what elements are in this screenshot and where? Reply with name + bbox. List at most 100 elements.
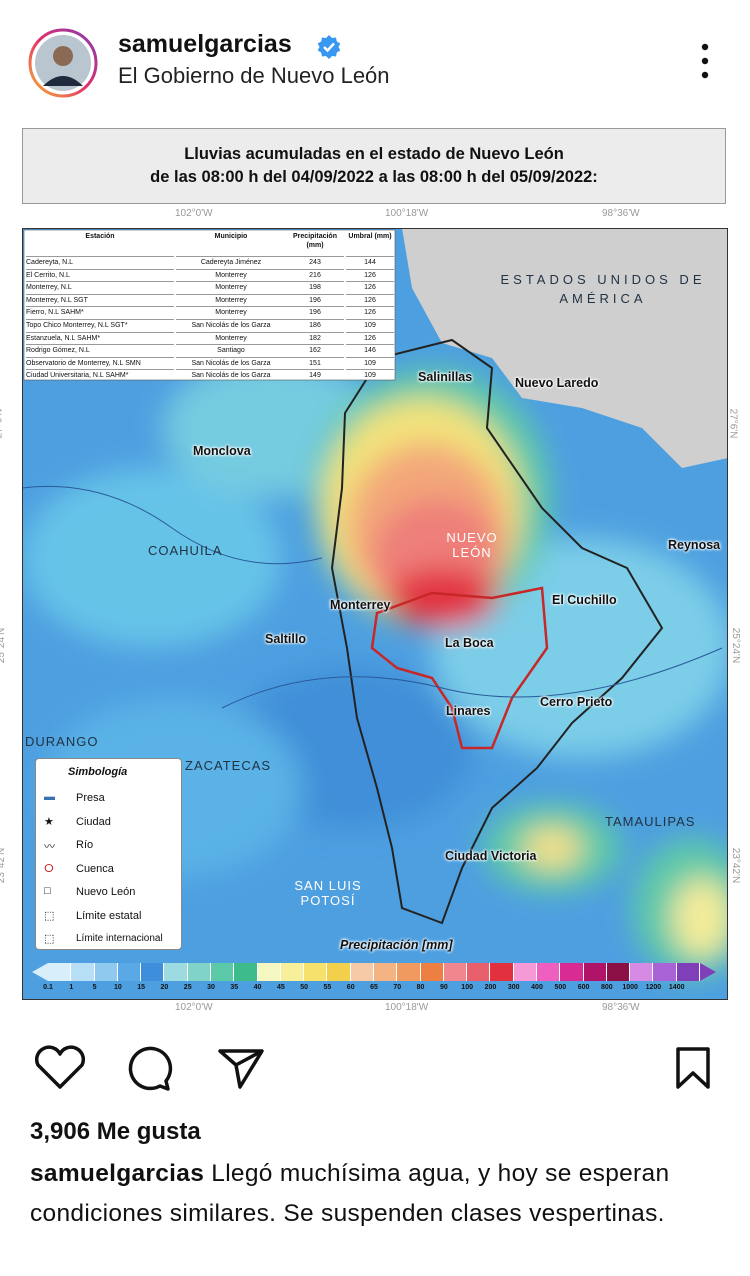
verified-badge	[317, 35, 341, 59]
scale-swatch	[420, 963, 444, 981]
table-cell: Monterrey	[176, 293, 286, 306]
table-cell: 186	[286, 319, 344, 331]
map-title-line: de las 08:00 h del 04/09/2022 a las 08:0…	[150, 168, 598, 186]
scale-swatch	[630, 963, 654, 981]
likes-count[interactable]: 3,906 Me gusta	[30, 1118, 201, 1145]
table-header: Municipio	[214, 233, 248, 240]
scale-label: 5	[92, 984, 97, 991]
region-label: ESTADOS UNIDOS DE AMÉRICA	[500, 272, 706, 306]
legend-box	[35, 758, 182, 950]
longitude-label: 102°0'W	[175, 1002, 213, 1013]
avatar[interactable]	[28, 28, 98, 98]
scale-swatch	[234, 963, 258, 981]
table-cell: 126	[346, 268, 394, 281]
place-label: La Boca	[445, 636, 494, 650]
scale-swatch	[71, 963, 95, 981]
subtitle[interactable]: El Gobierno de Nuevo León	[118, 63, 390, 88]
scale-swatch	[164, 963, 188, 981]
table-cell: Fierro, N.L SAHM*	[26, 306, 174, 318]
map-title: Lluvias acumuladas en el estado de Nuevo…	[22, 128, 726, 204]
share-button[interactable]	[214, 1045, 268, 1091]
table-cell: El Cerrito, N.L	[26, 268, 174, 281]
legend-item: Ciudad	[76, 815, 111, 828]
scale-swatch	[211, 963, 235, 981]
scale-arrow	[32, 963, 48, 981]
longitude-label: 98°36'W	[602, 208, 640, 219]
username[interactable]: samuelgarcias	[118, 30, 292, 58]
scale-swatch	[304, 963, 328, 981]
legend-item: Límite internacional	[76, 933, 163, 944]
table-cell: 109	[346, 319, 394, 331]
scale-label: 35	[230, 984, 239, 991]
table-cell: 109	[346, 369, 394, 381]
longitude-label: 100°18'W	[385, 1002, 429, 1013]
scale-label: 300	[507, 984, 520, 991]
table-cell: Santiago	[176, 344, 286, 356]
table-header: Precipitación (mm)	[293, 233, 337, 249]
scale-swatch	[327, 963, 351, 981]
table-cell: 146	[346, 344, 394, 356]
table-cell: 162	[286, 344, 344, 356]
scale-label: 500	[554, 984, 567, 991]
place-label: Salinillas	[418, 370, 473, 384]
caption-text: Llegó muchísima agua, y hoy se esperan c…	[30, 1160, 670, 1227]
scale-label: 20	[160, 984, 169, 991]
legend-symbol: ⬚	[44, 909, 55, 922]
scale-swatch	[560, 963, 584, 981]
legend-symbol: ⵔ	[44, 862, 54, 875]
save-button[interactable]	[672, 1045, 716, 1091]
place-label: Cerro Prieto	[540, 695, 613, 709]
place-label: Monterrey	[330, 598, 391, 612]
place-label: Monclova	[193, 444, 251, 458]
scale-label: 30	[207, 984, 215, 991]
scale-label: 10	[113, 984, 122, 991]
like-button[interactable]	[30, 1045, 90, 1091]
scale-swatch	[94, 963, 118, 981]
scale-label: 45	[276, 984, 285, 991]
table-header: Umbral (mm)	[348, 233, 392, 240]
table-cell: Observatorio de Monterrey, N.L SMN	[26, 356, 174, 369]
legend-symbol: ⬚	[44, 933, 55, 945]
scale-swatch	[397, 963, 421, 981]
scale-label: 70	[393, 984, 402, 991]
table-cell: 198	[286, 281, 344, 293]
table-cell: Ciudad Universitaria, N.L SAHM*	[26, 369, 174, 381]
table-cell: Monterrey, N.L	[26, 281, 174, 293]
scale-label: 50	[300, 984, 309, 991]
caption: samuelgarcias Llegó muchísima agua, y ho…	[30, 1154, 730, 1233]
legend-title: Simbología	[68, 766, 128, 778]
table-cell: San Nicolás de los Garza	[176, 356, 286, 369]
scale-swatch	[141, 963, 165, 981]
region-label: NUEVO LEÓN	[446, 530, 498, 560]
scale-swatch	[443, 963, 468, 981]
caption-user[interactable]: samuelgarcias	[30, 1160, 205, 1187]
table-cell: 216	[286, 268, 344, 281]
scale-label: 80	[416, 984, 425, 991]
scale-label: 100	[461, 984, 473, 991]
scale-swatch	[350, 963, 374, 981]
scale-swatch	[513, 963, 537, 981]
region-label: TAMAULIPAS	[605, 814, 696, 829]
table-cell: Cadereyta Jiménez	[176, 256, 286, 268]
table-cell: Cadereyta, N.L	[26, 256, 174, 268]
legend-item: Nuevo León	[76, 886, 136, 898]
scale-swatch	[374, 963, 398, 981]
scale-swatch	[257, 963, 281, 981]
longitude-label: 100°18'W	[385, 208, 429, 219]
scale-label: 1	[69, 984, 74, 991]
comment-button[interactable]	[122, 1045, 176, 1091]
scale-label: 15	[137, 984, 146, 991]
latitude-label: 23°42'N	[0, 847, 8, 884]
table-cell: 109	[346, 356, 394, 369]
scale-arrow	[700, 963, 716, 981]
scale-label: 0.1	[43, 984, 53, 991]
legend-item: Límite estatal	[76, 909, 142, 922]
region-label: COAHUILA	[148, 543, 223, 558]
scale-swatch	[676, 963, 700, 981]
latitude-label: 27°6'N	[727, 408, 739, 439]
scale-label: 200	[484, 984, 497, 991]
scale-label: 600	[577, 984, 590, 991]
more-menu[interactable]	[695, 42, 715, 82]
place-label: Ciudad Victoria	[445, 849, 537, 863]
